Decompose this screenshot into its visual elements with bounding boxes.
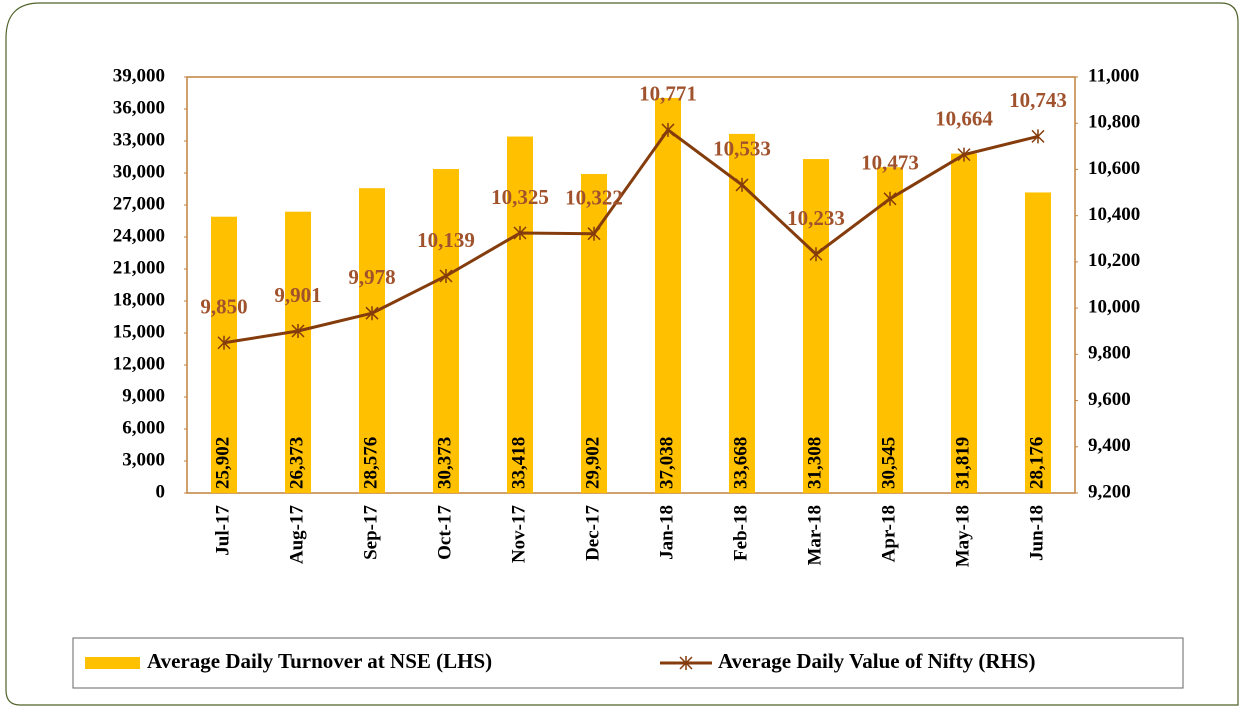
x-tick-label: Feb-18: [730, 505, 751, 561]
line: [223, 127, 1039, 345]
marker: [291, 323, 305, 338]
marker: [661, 122, 675, 137]
marker: [735, 177, 749, 192]
marker: [809, 247, 823, 262]
marker: [1031, 129, 1045, 144]
y2-tick-label: 9,400: [1088, 435, 1131, 456]
x-tick-label: Jul-17: [212, 505, 233, 556]
bar-value-label: 29,902: [582, 437, 603, 489]
marker: [587, 226, 601, 241]
y2-tick-label: 10,000: [1088, 296, 1140, 317]
y-tick-label: 21,000: [113, 257, 165, 278]
marker: [513, 226, 527, 240]
y-tick-label: 0: [156, 481, 166, 502]
y-tick-label: 30,000: [113, 161, 165, 182]
bar-value-label: 28,176: [1026, 437, 1047, 489]
y2-tick-label: 10,800: [1088, 112, 1140, 133]
line-value-label: 9,978: [348, 265, 395, 289]
bar-value-label: 28,576: [360, 437, 381, 489]
line-value-label: 10,533: [713, 137, 771, 161]
y-tick-label: 3,000: [122, 449, 165, 470]
y2-tick-label: 10,400: [1088, 204, 1140, 225]
bar: [951, 153, 977, 493]
bar: [211, 216, 237, 493]
bar: [433, 169, 459, 493]
legend-label: Average Daily Value of Nifty (RHS): [718, 649, 1036, 673]
y-tick-label: 24,000: [113, 225, 165, 246]
bar-value-label: 31,308: [804, 437, 825, 489]
x-tick-label: Dec-17: [582, 505, 603, 561]
bar: [285, 211, 311, 494]
line-value-label: 10,322: [565, 186, 623, 210]
plot-area: [186, 76, 1076, 494]
legend-swatch: [85, 657, 140, 669]
x-tick-label: May-18: [952, 505, 973, 567]
bar: [655, 97, 681, 493]
x-tick-label: Jun-18: [1026, 505, 1047, 561]
y-tick-label: 9,000: [122, 385, 165, 406]
bar-value-label: 37,038: [656, 437, 677, 489]
y2-tick-label: 9,800: [1088, 343, 1131, 364]
bar: [803, 159, 829, 493]
bar: [877, 167, 903, 494]
y-tick-label: 36,000: [113, 97, 165, 118]
y-tick-label: 18,000: [113, 289, 165, 310]
y-tick-label: 15,000: [113, 321, 165, 342]
marker: [439, 268, 453, 283]
line-value-label: 10,664: [935, 106, 993, 130]
bar: [1025, 192, 1051, 493]
bar-value-label: 26,373: [286, 437, 307, 489]
bar-value-label: 25,902: [212, 437, 233, 489]
bar-value-label: 33,418: [508, 437, 529, 489]
legend-box: [72, 637, 1184, 689]
x-tick-label: Mar-18: [804, 505, 825, 566]
x-tick-label: Apr-18: [878, 505, 899, 562]
legend-label: Average Daily Turnover at NSE (LHS): [147, 649, 492, 673]
x-tick-label: Oct-17: [434, 505, 455, 560]
line-value-label: 10,325: [491, 185, 549, 209]
marker: [365, 306, 379, 321]
frame: [5, 2, 1239, 706]
line-value-label: 10,771: [639, 82, 697, 106]
x-tick-label: Sep-17: [360, 505, 381, 560]
marker: [217, 335, 231, 350]
y2-tick-label: 10,200: [1088, 250, 1140, 271]
bar-value-label: 30,545: [878, 437, 899, 489]
marker: [957, 147, 971, 162]
bar-value-label: 33,668: [730, 437, 751, 489]
line-value-label: 10,233: [787, 206, 845, 230]
legend-marker: [679, 656, 693, 670]
y2-tick-label: 11,000: [1088, 65, 1139, 86]
bar-value-label: 31,819: [952, 437, 973, 489]
y-tick-label: 12,000: [113, 353, 165, 374]
x-tick-label: Nov-17: [508, 505, 529, 564]
line-value-label: 10,139: [417, 228, 475, 252]
line-value-label: 10,743: [1009, 88, 1067, 112]
marker: [883, 191, 897, 206]
y-tick-label: 6,000: [122, 417, 165, 438]
x-tick-label: Jan-18: [656, 505, 677, 560]
bar: [507, 136, 533, 494]
y-tick-label: 27,000: [113, 193, 165, 214]
y-tick-label: 33,000: [113, 129, 165, 150]
line-value-label: 9,901: [274, 283, 321, 307]
x-tick-label: Aug-17: [286, 505, 307, 565]
line-value-label: 10,473: [861, 151, 919, 175]
y2-tick-label: 9,600: [1088, 389, 1131, 410]
y-tick-label: 39,000: [113, 65, 165, 86]
bar: [359, 188, 385, 493]
bar-value-label: 30,373: [434, 437, 455, 489]
y2-tick-label: 10,600: [1088, 158, 1140, 179]
line-value-label: 9,850: [200, 295, 247, 319]
y2-tick-label: 9,200: [1088, 481, 1131, 502]
